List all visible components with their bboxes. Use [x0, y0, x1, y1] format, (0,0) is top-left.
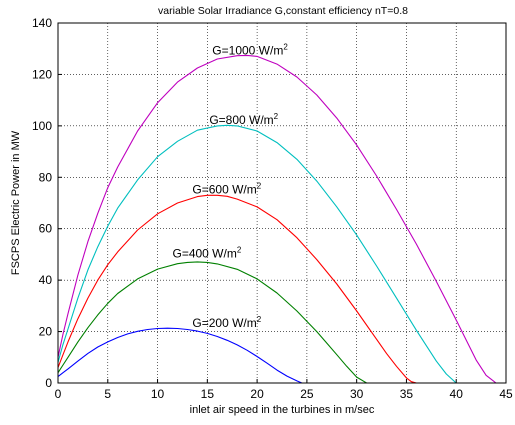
- series-line-2: [57, 194, 417, 384]
- series-line-3: [57, 124, 457, 384]
- series-line-0: [57, 327, 303, 384]
- annotations: G=200 W/m2 G=400 W/m2 G=600 W/m2 G=800 W/m2…: [172, 42, 288, 330]
- y-tick-label: 40: [39, 273, 53, 287]
- chart-title: variable Solar Irradiance G,constant eff…: [158, 5, 408, 17]
- series-annotation-4: G=1000 W/m2: [212, 42, 288, 57]
- x-tick-label: 10: [151, 387, 165, 401]
- y-tick-label: 60: [39, 222, 53, 236]
- y-tick-label: 100: [32, 119, 52, 133]
- y-tick-label: 140: [32, 16, 52, 30]
- series-annotation-0: G=200 W/m2: [192, 315, 261, 330]
- x-tick-label: 5: [104, 387, 111, 401]
- x-tick-label: 25: [300, 387, 314, 401]
- x-tick-label: 35: [400, 387, 414, 401]
- x-tick-label: 20: [250, 387, 264, 401]
- y-tick-label: 0: [45, 376, 52, 390]
- y-tick-label: 80: [39, 170, 53, 184]
- grid: [58, 23, 506, 383]
- series-annotation-3: G=800 W/m2: [209, 112, 278, 127]
- y-tick-label: 120: [32, 67, 52, 81]
- x-tick-label: 15: [201, 387, 215, 401]
- x-tick-label: 30: [350, 387, 364, 401]
- plot-frame: [57, 22, 507, 384]
- series-layer: [57, 54, 497, 384]
- x-tick-label: 0: [55, 387, 62, 401]
- series-annotation-2: G=600 W/m2: [192, 181, 261, 196]
- x-axis-title: inlet air speed in the turbines in m/sec: [190, 404, 375, 416]
- series-annotation-1: G=400 W/m2: [172, 246, 241, 261]
- ticks: 0 5 10 15 20 25 30 35 40 45 0 20 40 60 80 100 120 140: [32, 16, 513, 401]
- y-tick-label: 20: [39, 325, 53, 339]
- x-tick-label: 40: [450, 387, 464, 401]
- x-tick-label: 45: [499, 387, 513, 401]
- y-axis-title: FSCPS Electric Power in MW: [10, 130, 22, 275]
- series-line-1: [57, 261, 367, 384]
- series-line-4: [57, 54, 497, 384]
